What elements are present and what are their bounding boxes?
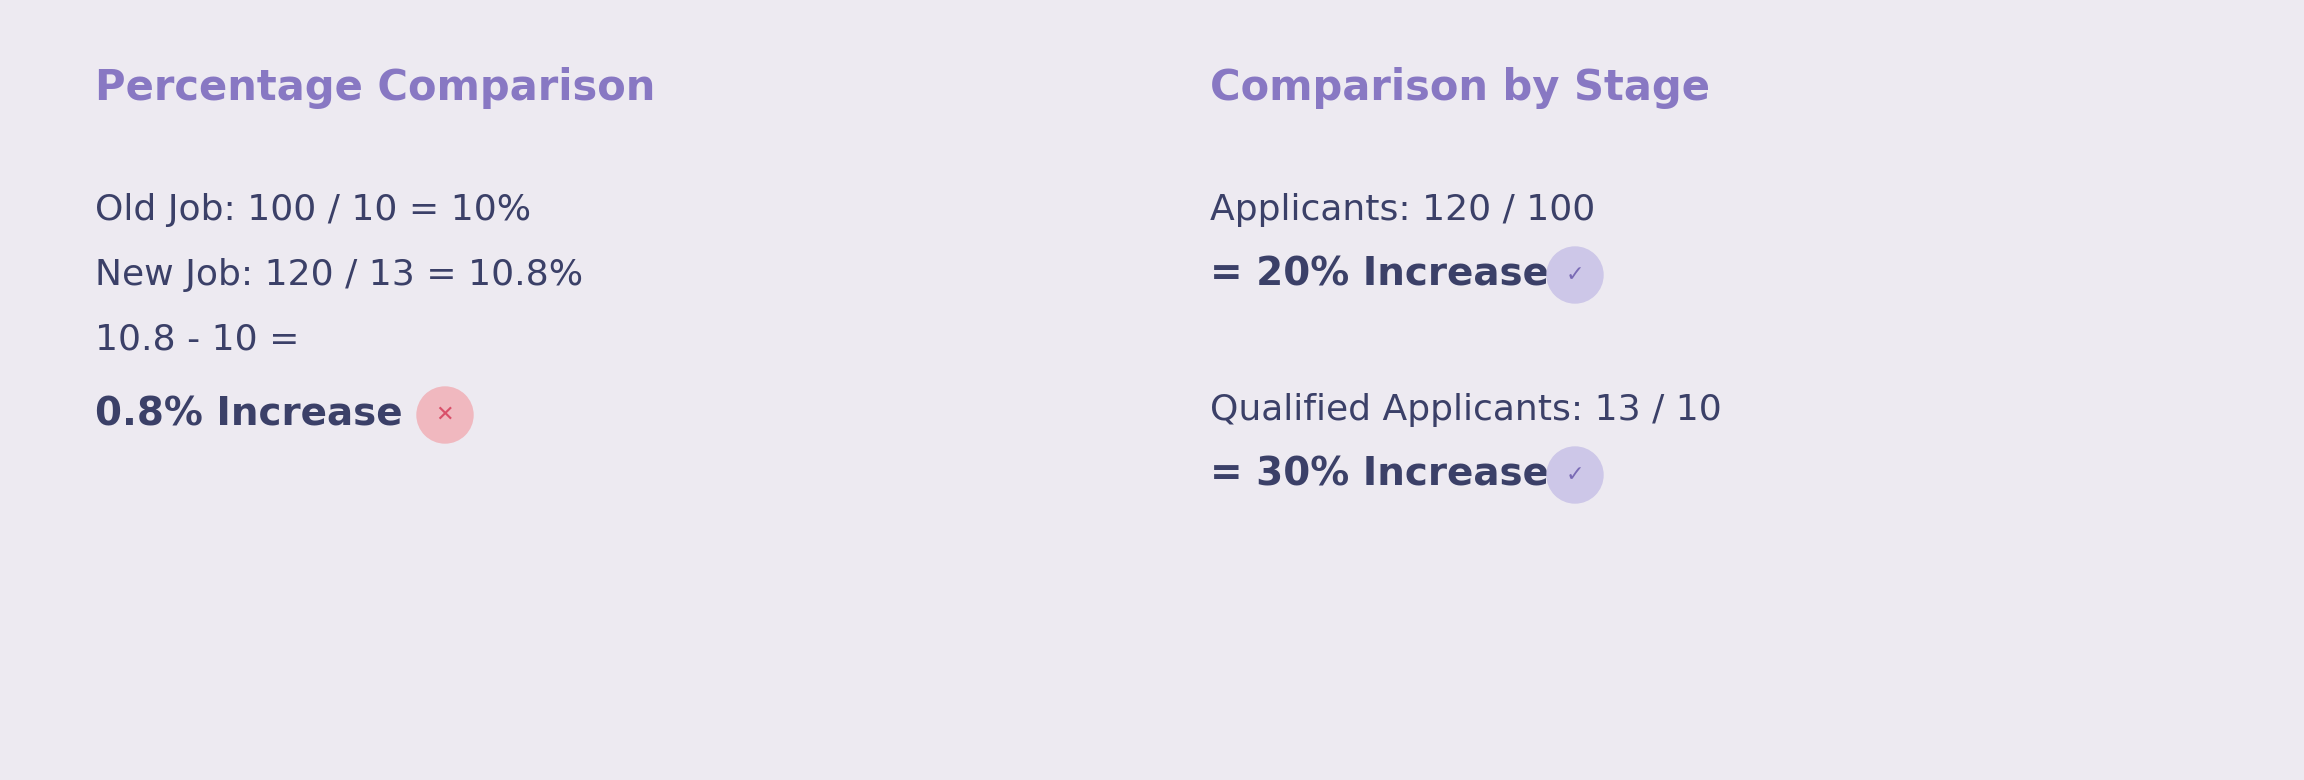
Text: 0.8% Increase: 0.8% Increase [94,396,403,434]
Text: 10.8 - 10 =: 10.8 - 10 = [94,323,300,357]
Text: Percentage Comparison: Percentage Comparison [94,67,654,109]
Text: New Job: 120 / 13 = 10.8%: New Job: 120 / 13 = 10.8% [94,258,583,292]
Text: ✓: ✓ [1567,465,1585,485]
Text: = 20% Increase: = 20% Increase [1210,256,1548,294]
Ellipse shape [1546,247,1604,303]
Text: = 30% Increase: = 30% Increase [1210,456,1548,494]
Text: Applicants: 120 / 100: Applicants: 120 / 100 [1210,193,1594,227]
Ellipse shape [417,387,472,443]
Text: Qualified Applicants: 13 / 10: Qualified Applicants: 13 / 10 [1210,393,1721,427]
Text: ✕: ✕ [435,405,454,425]
Text: Old Job: 100 / 10 = 10%: Old Job: 100 / 10 = 10% [94,193,532,227]
Text: Comparison by Stage: Comparison by Stage [1210,67,1710,109]
Ellipse shape [1546,447,1604,503]
Text: ✓: ✓ [1567,265,1585,285]
